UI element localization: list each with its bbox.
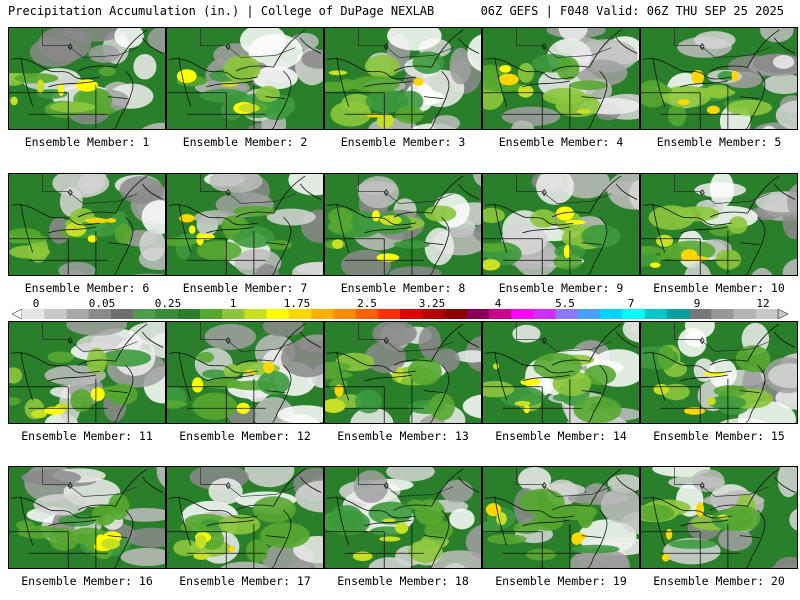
colorbar-bin xyxy=(333,309,356,319)
ensemble-map-panel xyxy=(8,27,166,130)
colorbar-bin xyxy=(666,309,690,319)
ensemble-map-panel xyxy=(640,321,798,424)
ensemble-member-label: Ensemble Member: 9 xyxy=(498,281,624,295)
colorbar-bin xyxy=(266,309,290,319)
colorbar-tick-label: 4 xyxy=(494,297,502,310)
ensemble-map-panel xyxy=(482,173,640,276)
ensemble-member-label: Ensemble Member: 18 xyxy=(337,574,469,588)
ensemble-map-panel xyxy=(8,466,166,569)
colorbar-bin xyxy=(488,309,512,319)
ensemble-map-panel xyxy=(166,27,324,130)
colorbar-tick-label: 5.5 xyxy=(555,297,575,310)
ensemble-member-label: Ensemble Member: 11 xyxy=(21,429,153,443)
colorbar-bin xyxy=(22,309,45,319)
map-title: Precipitation Accumulation (in.) | Colle… xyxy=(8,4,435,18)
colorbar-bin xyxy=(355,309,379,319)
colorbar-tick-label: 1 xyxy=(229,297,237,310)
ensemble-member-label: Ensemble Member: 3 xyxy=(340,135,466,149)
ensemble-map-panel xyxy=(640,27,798,130)
colorbar-bin xyxy=(711,309,734,319)
colorbar-min-arrow xyxy=(12,309,23,319)
colorbar-tick-label: 0.25 xyxy=(154,297,182,310)
ensemble-member-label: Ensemble Member: 17 xyxy=(179,574,311,588)
ensemble-member-label: Ensemble Member: 16 xyxy=(21,574,153,588)
colorbar-bin xyxy=(644,309,668,319)
colorbar-bin xyxy=(377,309,401,319)
colorbar-bin xyxy=(311,309,334,319)
ensemble-member-label: Ensemble Member: 2 xyxy=(182,135,308,149)
ensemble-member-label: Ensemble Member: 10 xyxy=(653,281,785,295)
ensemble-member-label: Ensemble Member: 13 xyxy=(337,429,469,443)
model-run-info: 06Z GEFS | F048 Valid: 06Z THU SEP 25 20… xyxy=(480,4,784,18)
colorbar-tick-label: 1.75 xyxy=(283,297,311,310)
ensemble-map-panel xyxy=(8,173,166,276)
colorbar-tick-label: 0 xyxy=(32,297,40,310)
ensemble-member-label: Ensemble Member: 4 xyxy=(498,135,624,149)
colorbar-bin xyxy=(177,309,201,319)
ensemble-member-label: Ensemble Member: 5 xyxy=(656,135,782,149)
colorbar-bin xyxy=(511,309,534,319)
colorbar-bin xyxy=(155,309,178,319)
ensemble-map-panel xyxy=(482,466,640,569)
ensemble-member-label: Ensemble Member: 14 xyxy=(495,429,627,443)
colorbar-bin xyxy=(88,309,112,319)
colorbar-tick-label: 0.05 xyxy=(88,297,116,310)
colorbar-bin xyxy=(66,309,90,319)
ensemble-map-panel xyxy=(324,27,482,130)
ensemble-map-panel xyxy=(8,321,166,424)
ensemble-member-label: Ensemble Member: 7 xyxy=(182,281,308,295)
colorbar-bin xyxy=(222,309,245,319)
colorbar-bin xyxy=(755,309,779,319)
ensemble-map-panel xyxy=(166,321,324,424)
colorbar-bin xyxy=(600,309,623,319)
ensemble-map-panel xyxy=(324,173,482,276)
ensemble-member-label: Ensemble Member: 1 xyxy=(24,135,150,149)
colorbar-bin xyxy=(133,309,156,319)
colorbar-bin xyxy=(444,309,468,319)
colorbar-bin xyxy=(422,309,445,319)
colorbar-bin xyxy=(199,309,223,319)
ensemble-map-panel xyxy=(482,27,640,130)
ensemble-map-panel xyxy=(166,173,324,276)
ensemble-map-panel xyxy=(324,466,482,569)
colorbar-bin xyxy=(110,309,134,319)
ensemble-map-panel xyxy=(324,321,482,424)
colorbar-bin xyxy=(533,309,556,319)
ensemble-map-panel xyxy=(482,321,640,424)
colorbar-max-arrow xyxy=(777,309,788,319)
colorbar-bin xyxy=(466,309,490,319)
ensemble-member-label: Ensemble Member: 12 xyxy=(179,429,311,443)
ensemble-map-panel xyxy=(640,466,798,569)
ensemble-member-label: Ensemble Member: 20 xyxy=(653,574,785,588)
colorbar-bin xyxy=(244,309,267,319)
colorbar-tick-label: 12 xyxy=(756,297,770,310)
colorbar-bin xyxy=(400,309,423,319)
ensemble-member-label: Ensemble Member: 8 xyxy=(340,281,466,295)
colorbar-tick-label: 9 xyxy=(693,297,701,310)
colorbar-bin xyxy=(622,309,645,319)
colorbar-tick-label: 2.5 xyxy=(357,297,377,310)
colorbar-tick-label: 7 xyxy=(627,297,635,310)
colorbar-bin xyxy=(555,309,579,319)
ensemble-member-label: Ensemble Member: 6 xyxy=(24,281,150,295)
colorbar-bin xyxy=(689,309,712,319)
ensemble-map-panel xyxy=(166,466,324,569)
colorbar-bin xyxy=(733,309,757,319)
ensemble-map-panel xyxy=(640,173,798,276)
colorbar-bin xyxy=(288,309,312,319)
ensemble-member-label: Ensemble Member: 15 xyxy=(653,429,785,443)
colorbar-tick-label: 3.25 xyxy=(418,297,446,310)
precipitation-colorbar xyxy=(12,309,788,319)
ensemble-member-label: Ensemble Member: 19 xyxy=(495,574,627,588)
colorbar-bin xyxy=(44,309,67,319)
colorbar-bin xyxy=(577,309,601,319)
